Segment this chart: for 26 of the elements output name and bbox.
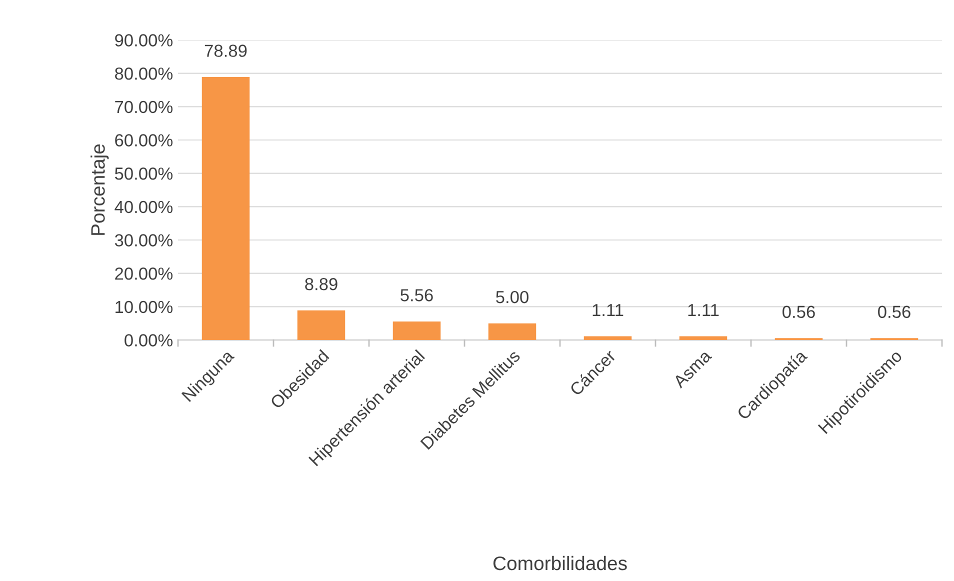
y-axis-title: Porcentaje <box>90 144 109 235</box>
y-tick-label: 70.00% <box>115 100 173 114</box>
y-tick-label: 90.00% <box>115 34 173 46</box>
data-label: 0.56 <box>782 306 815 318</box>
y-tick-label: 20.00% <box>115 268 173 280</box>
data-label: 0.56 <box>878 306 910 318</box>
bar <box>679 336 728 340</box>
y-tick-label: 10.00% <box>116 300 173 314</box>
data-label: 5.00 <box>496 290 528 304</box>
y-tick-label: 0.00% <box>124 334 173 346</box>
bar <box>584 336 632 340</box>
data-label: 78.89 <box>204 44 247 57</box>
x-axis-title: Comorbilidades <box>493 556 627 570</box>
data-label: 1.11 <box>688 304 719 316</box>
bar <box>392 321 441 340</box>
data-label: 8.89 <box>305 278 338 290</box>
y-tick-label: 30.00% <box>114 234 173 246</box>
y-tick-label: 60.00% <box>115 134 173 146</box>
bar <box>488 323 536 340</box>
y-tick-label: 40.00% <box>114 200 173 214</box>
data-label: 1.11 <box>592 304 624 316</box>
y-tick-label: 50.00% <box>114 168 173 180</box>
y-tick-label: 80.00% <box>115 68 173 80</box>
data-label: 5.56 <box>400 289 433 302</box>
bar <box>202 77 250 340</box>
bar <box>297 310 346 340</box>
